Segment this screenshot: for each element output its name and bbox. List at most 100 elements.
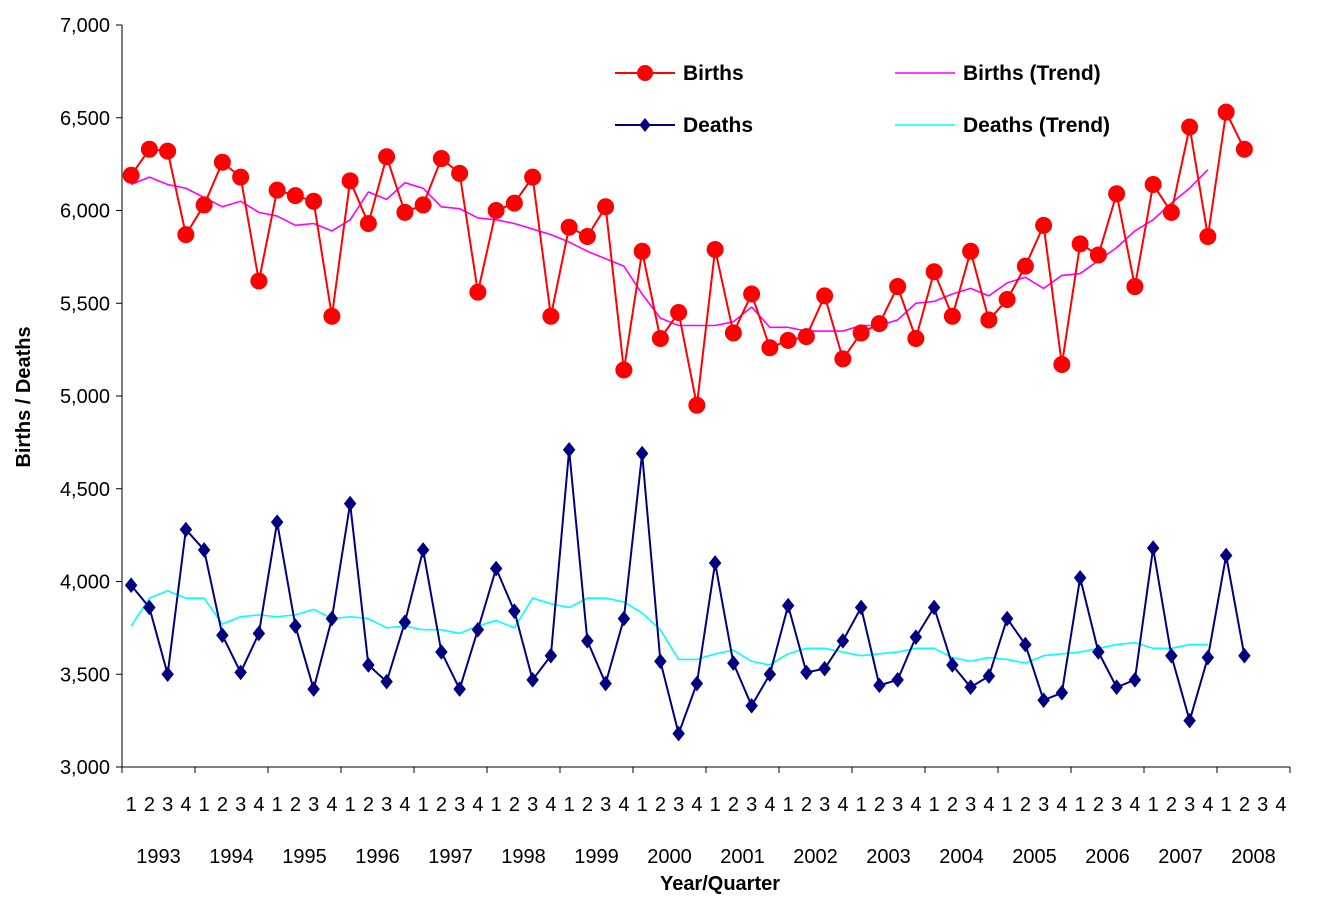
- births-point: [998, 291, 1016, 309]
- deaths-point: [854, 599, 868, 616]
- deaths-point: [1238, 647, 1251, 664]
- deaths-point: [635, 445, 649, 462]
- deaths-point: [380, 673, 393, 690]
- axes-layer: 3,000 3,500 4,000 4,500 5,000 5,500 6,000 6,500…: [60, 15, 1291, 868]
- x-tick-label-quarter: 4: [1129, 794, 1140, 816]
- births-point: [651, 329, 669, 347]
- births-point: [779, 331, 797, 349]
- births-point: [432, 150, 450, 168]
- x-tick-label-quarter: 3: [819, 794, 830, 816]
- deaths-point: [526, 672, 539, 688]
- births-point: [907, 329, 925, 347]
- x-tick-label-quarter: 4: [326, 794, 337, 816]
- deaths-point: [964, 679, 977, 696]
- x-tick-label-year: 2007: [1158, 846, 1203, 868]
- x-tick-label-quarter: 3: [892, 794, 903, 816]
- deaths-point: [1165, 647, 1178, 664]
- x-tick-label-quarter: 3: [965, 794, 976, 816]
- births-point: [816, 287, 834, 305]
- deaths-point: [654, 653, 667, 670]
- x-tick-label-year: 2001: [720, 846, 765, 868]
- x-tick-label-quarter: 4: [1202, 794, 1213, 816]
- births-point: [1199, 227, 1217, 245]
- y-tick-label: 4,000: [60, 572, 110, 594]
- x-tick-label-quarter: 2: [874, 794, 885, 816]
- x-tick-label-quarter: 1: [272, 794, 283, 816]
- x-tick-label-quarter: 2: [728, 794, 739, 816]
- births-point: [633, 242, 651, 260]
- births-point: [268, 181, 286, 199]
- deaths-point: [216, 627, 229, 644]
- deaths-point: [362, 657, 375, 673]
- births-point: [852, 324, 870, 342]
- x-tick-label-quarter: 3: [381, 794, 392, 816]
- births-point: [524, 168, 542, 186]
- births-point: [1016, 257, 1034, 275]
- x-tick-label-year: 1999: [574, 846, 619, 868]
- births-point: [670, 304, 688, 322]
- x-tick-label-quarter: 4: [1275, 794, 1286, 816]
- x-tick-label-quarter: 4: [1056, 794, 1067, 816]
- y-axis-title: Births / Deaths: [13, 326, 35, 467]
- deaths-point: [398, 614, 412, 631]
- births-point: [341, 172, 359, 190]
- x-tick-label-quarter: 2: [1020, 794, 1031, 816]
- births-point: [1162, 203, 1180, 221]
- x-tick-label-quarter: 2: [290, 794, 301, 816]
- births-point: [1035, 216, 1053, 234]
- births-point: [1144, 176, 1162, 194]
- births-point: [578, 227, 596, 245]
- x-tick-label-quarter: 3: [527, 794, 538, 816]
- deaths-point: [1037, 692, 1050, 709]
- x-tick-label-quarter: 1: [199, 794, 210, 816]
- births-point: [487, 202, 505, 219]
- deaths-point: [891, 672, 904, 688]
- deaths-point: [124, 577, 138, 594]
- x-tick-label-year: 2006: [1085, 846, 1130, 868]
- births-line: [130, 111, 1246, 407]
- births-point: [469, 283, 487, 301]
- x-tick-label-quarter: 4: [180, 794, 191, 816]
- deaths-point: [727, 655, 740, 671]
- deaths-point: [307, 681, 320, 697]
- births-point: [889, 278, 907, 296]
- deaths-point: [1000, 610, 1014, 627]
- births-point: [396, 203, 414, 221]
- deaths-point: [781, 597, 795, 614]
- x-tick-label-quarter: 1: [929, 794, 940, 816]
- deaths-point: [763, 666, 777, 683]
- births-point: [232, 168, 250, 186]
- deaths-point: [1146, 540, 1160, 556]
- deaths-trend-line: [130, 589, 1208, 666]
- y-tick-label: 5,000: [60, 386, 110, 408]
- x-tick-label-quarter: 1: [1075, 794, 1086, 816]
- x-tick-label-quarter: 2: [1239, 794, 1250, 816]
- legend-marker-births: [637, 65, 653, 81]
- y-tick-label: 4,500: [60, 479, 110, 501]
- deaths-point: [818, 660, 831, 677]
- deaths-point: [416, 542, 430, 558]
- births-point: [195, 196, 213, 214]
- deaths-point: [234, 664, 247, 681]
- x-tick-label-quarter: 3: [600, 794, 611, 816]
- births-point: [451, 164, 469, 182]
- x-tick-label-year: 1993: [136, 846, 181, 868]
- deaths-point: [489, 560, 503, 577]
- births-point: [305, 192, 323, 210]
- x-tick-label-quarter: 3: [1111, 794, 1122, 816]
- deaths-point: [435, 644, 448, 660]
- deaths-point: [471, 621, 485, 638]
- births-point: [834, 350, 852, 368]
- births-point: [615, 361, 633, 379]
- deaths-point: [581, 633, 594, 649]
- deaths-point: [343, 495, 357, 512]
- deaths-point: [562, 441, 576, 458]
- births-point: [1217, 103, 1235, 121]
- births-point: [1235, 140, 1253, 158]
- births-point: [925, 263, 943, 281]
- births-point: [724, 324, 742, 342]
- x-tick-label-quarter: 4: [618, 794, 629, 816]
- x-tick-label-quarter: 1: [564, 794, 575, 816]
